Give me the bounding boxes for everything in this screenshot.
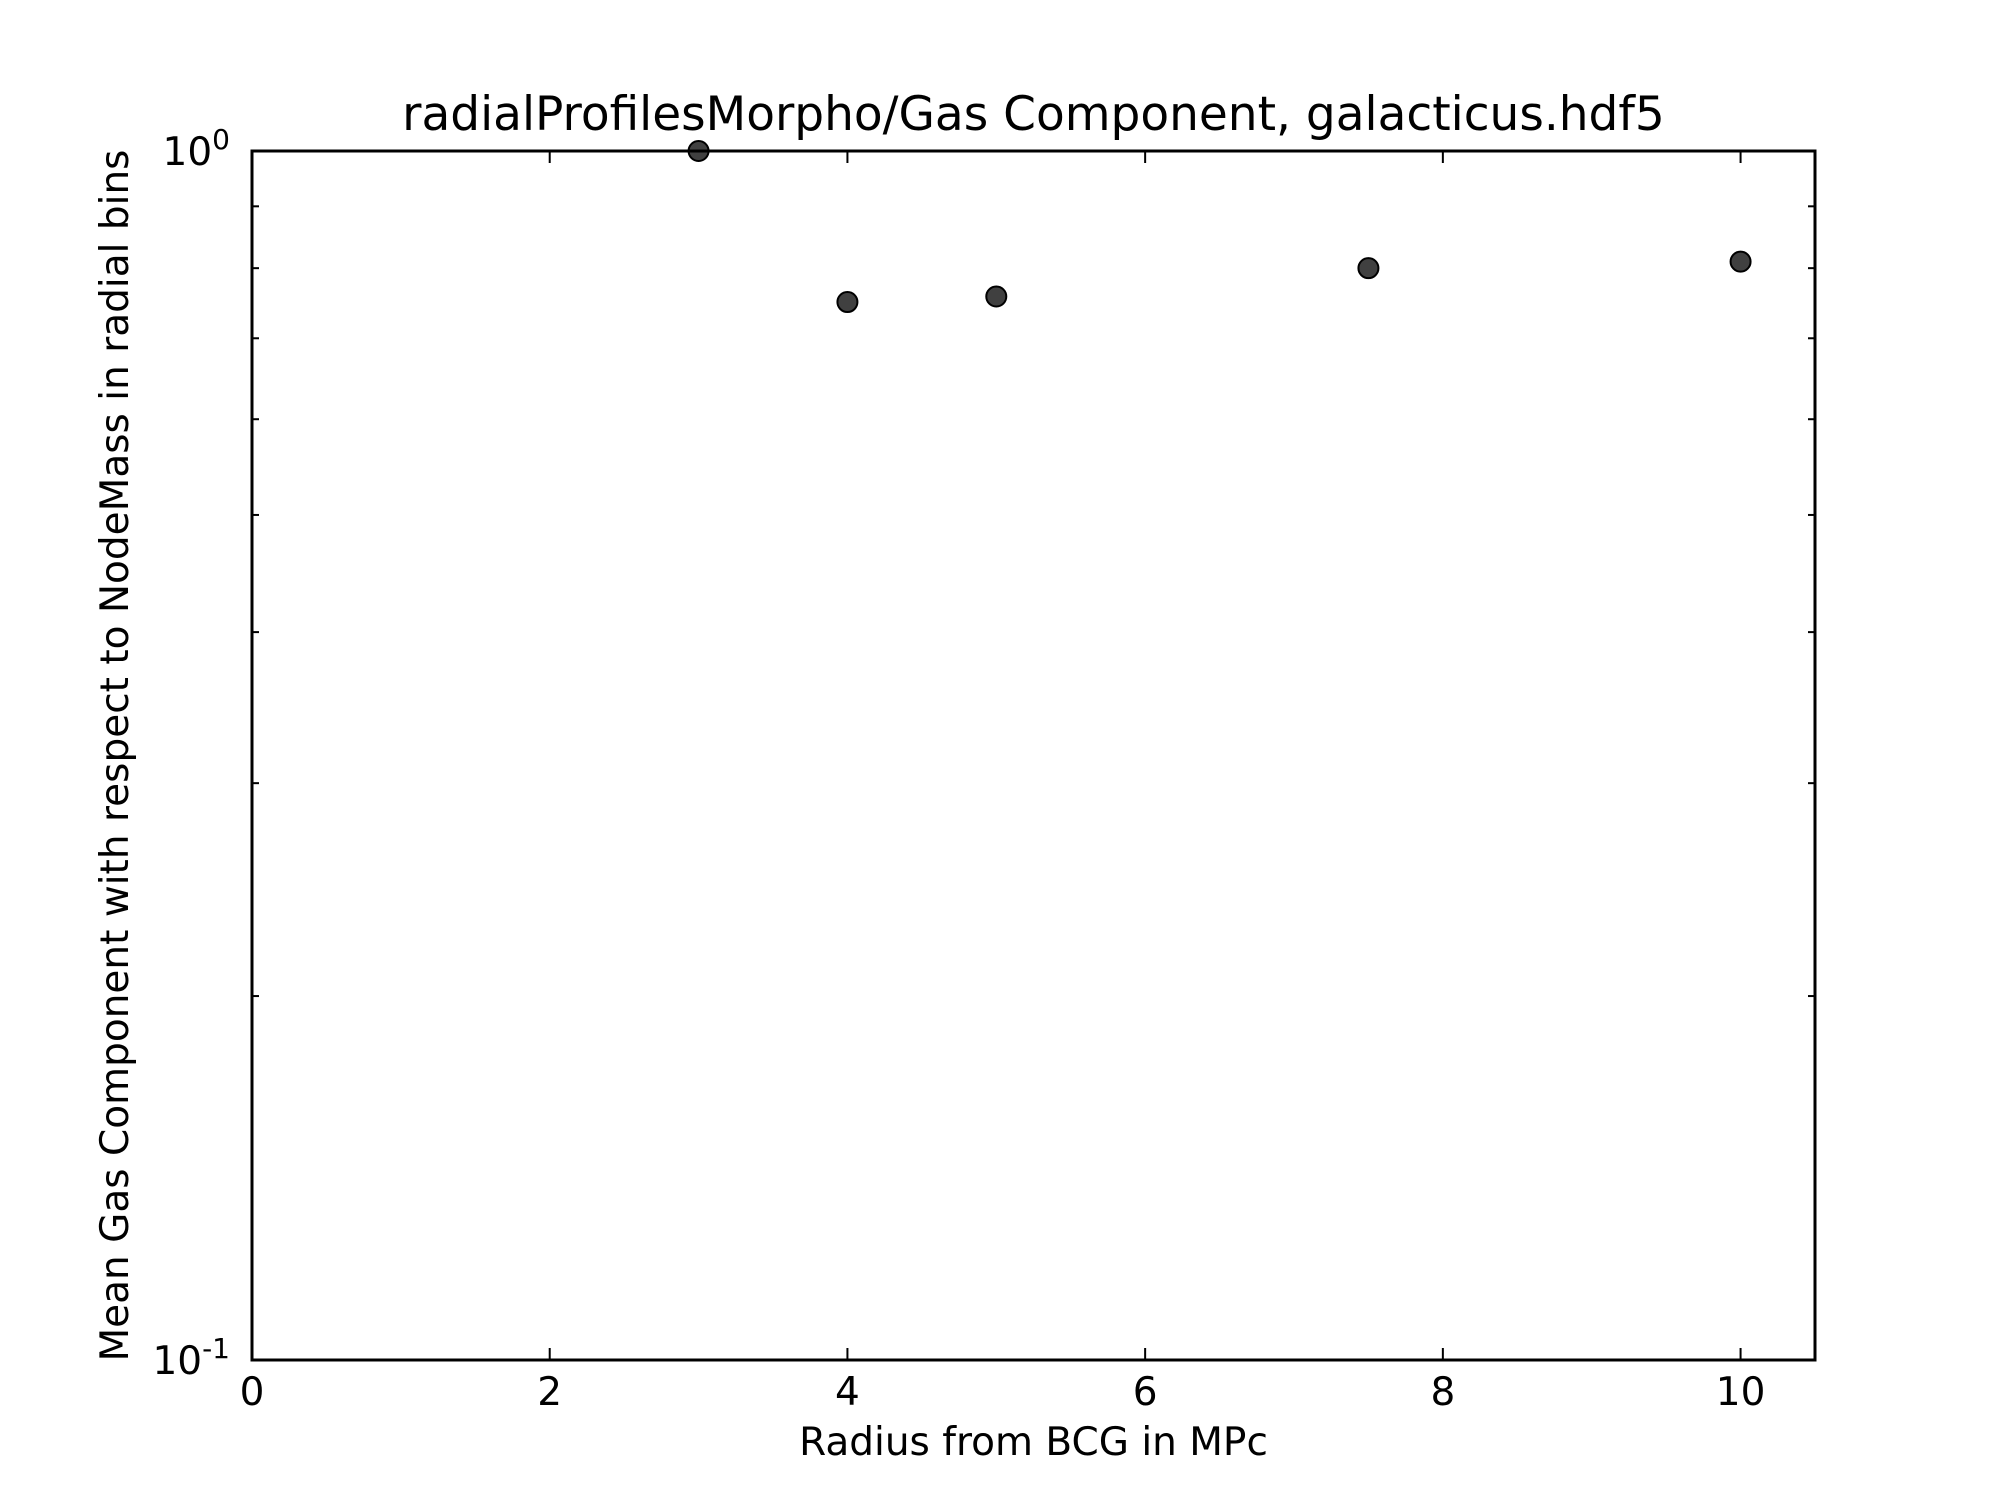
x-tick-label: 4 [835, 1370, 860, 1415]
x-tick-label: 6 [1133, 1370, 1158, 1415]
x-tick-label: 10 [1716, 1370, 1766, 1415]
data-point [1729, 250, 1752, 273]
data-point [1357, 257, 1380, 280]
x-tick-label: 0 [240, 1370, 265, 1415]
x-tick-label: 8 [1430, 1370, 1455, 1415]
data-points [687, 140, 1752, 314]
chart-title: radialProfilesMorpho/Gas Component, gala… [402, 87, 1665, 142]
data-point [985, 285, 1008, 308]
data-point [836, 291, 859, 314]
y-tick-label: 100 [163, 123, 230, 175]
y-tick-label: 10-1 [152, 1332, 230, 1384]
plot-area-frame [250, 149, 1817, 1362]
y-axis-label: Mean Gas Component with respect to NodeM… [93, 150, 138, 1362]
tick-labels: 0 2 4 6 8 10 10-1 100 [152, 123, 1765, 1415]
x-tick-label: 2 [537, 1370, 562, 1415]
x-axis-label: Radius from BCG in MPc [799, 1420, 1268, 1465]
